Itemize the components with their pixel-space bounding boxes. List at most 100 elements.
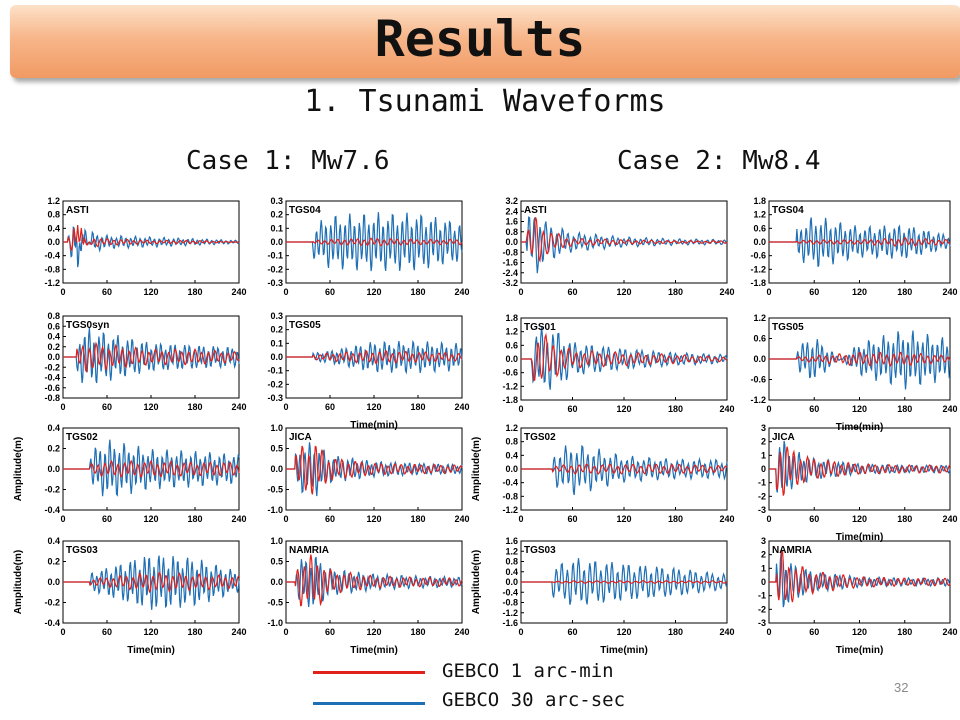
station-label: NAMRIA	[289, 545, 329, 556]
panel-tgs05-case1: -0.3 -0.2 -0.1 0.0 0.1 0.2 0.3 0 60 120 180 240 TGS0…	[267, 311, 469, 431]
y-tick-label: -1.2	[502, 381, 518, 391]
y-tick-label: 1.2	[47, 196, 60, 206]
y-tick-label: -1.6	[502, 258, 518, 268]
x-tick-label: 180	[187, 627, 202, 637]
panel-tgs02-case2: -1.2 -0.8 -0.4 0.0 0.4 0.8 1.2 0 60 120 180 240 TGS0…	[471, 423, 735, 524]
y-tick-label: 1	[761, 563, 766, 573]
x-tick-label: 60	[809, 514, 819, 524]
y-tick-label: -1.2	[44, 278, 60, 288]
panel-tgs04-case2: -1.8 -1.2 -0.6 0.0 0.6 1.2 1.8 0 60 120 180 240 TGS0…	[750, 196, 957, 297]
x-tick-label: 240	[942, 627, 957, 637]
station-label: TGS04	[289, 205, 321, 216]
series-line-gebco-30-arc-sec	[769, 330, 950, 390]
x-tick-label: 60	[325, 627, 335, 637]
x-tick-label: 60	[102, 627, 112, 637]
x-tick-label: 180	[897, 287, 912, 297]
y-tick-label: 1.2	[753, 313, 766, 323]
y-tick-label: 0.2	[270, 210, 283, 220]
series-line-gebco-30-arc-sec	[286, 339, 463, 375]
y-tick-label: 0.8	[47, 210, 60, 220]
y-tick-label: 1.6	[505, 217, 518, 227]
y-tick-label: -0.1	[267, 366, 283, 376]
x-tick-label: 180	[410, 627, 425, 637]
x-tick-label: 240	[454, 514, 469, 524]
x-tick-label: 0	[60, 402, 65, 412]
series-line-gebco-30-arc-sec	[63, 439, 240, 497]
station-label: NAMRIA	[772, 545, 812, 556]
station-label: TGS02	[524, 432, 556, 443]
y-tick-label: -0.8	[44, 393, 60, 403]
y-tick-label: -3.2	[502, 278, 518, 288]
legend-line-gebco-1	[313, 671, 425, 674]
y-tick-label: 0.1	[270, 338, 283, 348]
x-tick-label: 180	[187, 402, 202, 412]
x-tick-label: 0	[766, 287, 771, 297]
y-tick-label: -1.2	[502, 608, 518, 618]
y-tick-label: -1.8	[502, 395, 518, 405]
x-axis-title: Time(min)	[127, 645, 175, 656]
panel-tgs03-case2: -1.6-1.2-0.8-0.40.00.40.81.21.6 0 60 120 180…	[471, 536, 735, 656]
y-tick-label: 2	[761, 550, 766, 560]
y-tick-label: 0.0	[505, 354, 518, 364]
station-label: JICA	[289, 432, 312, 443]
panel-tgs02-case1: -0.4 -0.2 0.0 0.2 0.4 0 60 120 180 240 TGS02 Amplit…	[13, 423, 247, 524]
x-tick-label: 0	[518, 404, 523, 414]
series-line-gebco-30-arc-sec	[521, 558, 728, 605]
series-line-gebco-1-arc-min	[521, 217, 728, 264]
x-tick-label: 120	[366, 514, 381, 524]
y-tick-label: 1.2	[505, 423, 518, 433]
series-line-gebco-1-arc-min	[769, 446, 951, 496]
slide-subtitle: 1. Tsunami Waveforms	[304, 84, 666, 119]
x-tick-label: 240	[231, 514, 246, 524]
y-axis-title: Amplitude(m)	[13, 550, 24, 614]
panel-tgs03-case1: -0.4 -0.2 0.0 0.2 0.4 0 60 120 180 240 TGS03 Time(m…	[13, 536, 247, 656]
series-line-gebco-30-arc-sec	[63, 555, 240, 610]
series-line-gebco-30-arc-sec	[286, 212, 463, 272]
series-line-gebco-1-arc-min	[769, 351, 951, 367]
x-tick-label: 120	[852, 287, 867, 297]
y-tick-label: 0.0	[47, 237, 60, 247]
y-tick-label: 0.8	[505, 557, 518, 567]
x-tick-label: 60	[102, 402, 112, 412]
y-tick-label: -0.4	[502, 478, 518, 488]
series-line-gebco-1-arc-min	[769, 237, 951, 247]
y-tick-label: 0.4	[47, 332, 60, 342]
x-tick-label: 120	[852, 514, 867, 524]
y-tick-label: -1.0	[267, 505, 283, 515]
y-tick-label: 1.2	[505, 546, 518, 556]
x-tick-label: 0	[518, 287, 523, 297]
x-tick-label: 240	[454, 627, 469, 637]
y-tick-label: 1.2	[753, 210, 766, 220]
x-tick-label: 120	[616, 287, 631, 297]
y-tick-label: 0.0	[505, 577, 518, 587]
x-tick-label: 60	[325, 287, 335, 297]
x-tick-label: 240	[942, 514, 957, 524]
y-tick-label: 0.5	[270, 444, 283, 454]
x-axis-title: Time(min)	[836, 532, 884, 543]
y-tick-label: 0.0	[270, 352, 283, 362]
x-tick-label: 180	[410, 402, 425, 412]
station-label: TGS03	[66, 545, 98, 556]
y-tick-label: 0.0	[270, 577, 283, 587]
y-tick-label: -0.4	[44, 505, 60, 515]
x-tick-label: 180	[897, 404, 912, 414]
y-tick-label: 1.2	[505, 327, 518, 337]
y-tick-label: 3.2	[505, 196, 518, 206]
y-tick-label: 0.6	[47, 321, 60, 331]
y-tick-label: -1.2	[750, 395, 766, 405]
y-tick-label: 0.4	[505, 450, 518, 460]
station-label: ASTI	[66, 205, 89, 216]
y-tick-label: 0.8	[505, 437, 518, 447]
series-line-gebco-1-arc-min	[63, 459, 240, 478]
y-tick-label: -0.4	[44, 251, 60, 261]
series-line-gebco-1-arc-min	[286, 554, 463, 607]
y-tick-label: -0.6	[750, 375, 766, 385]
station-label: ASTI	[524, 205, 547, 216]
x-tick-label: 60	[809, 627, 819, 637]
x-tick-label: 0	[283, 627, 288, 637]
x-tick-label: 120	[143, 627, 158, 637]
y-tick-label: 2	[761, 437, 766, 447]
x-tick-label: 60	[325, 402, 335, 412]
x-tick-label: 180	[668, 627, 683, 637]
